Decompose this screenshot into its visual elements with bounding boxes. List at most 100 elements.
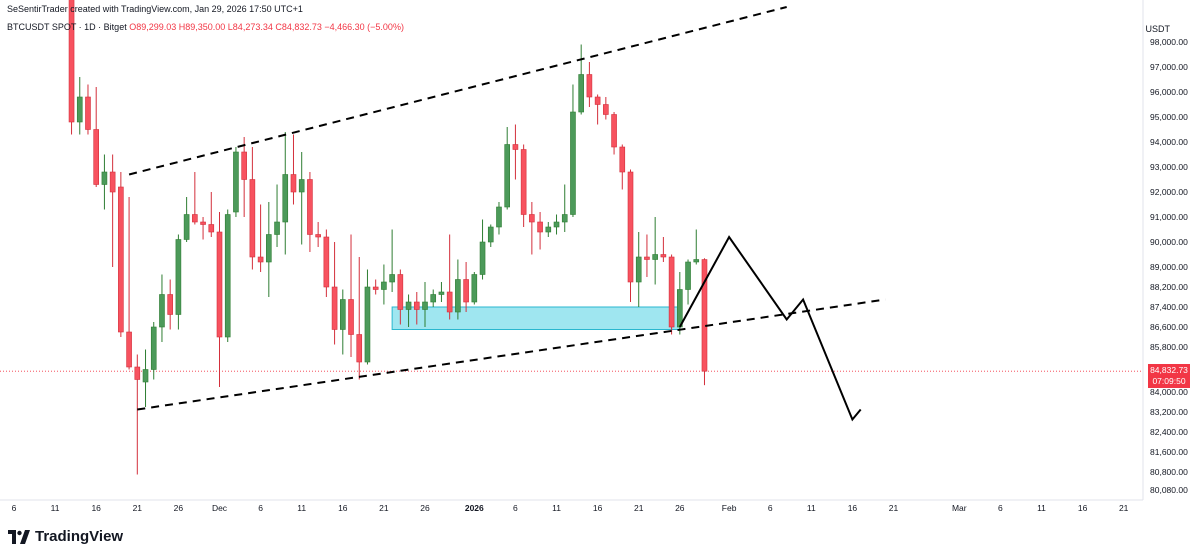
candle-body [635, 256, 642, 283]
candle-body [496, 206, 502, 228]
time-tick-label: Mar [952, 503, 967, 513]
tradingview-brand: TradingView [35, 528, 124, 545]
candle-body [331, 286, 338, 330]
candle-body [545, 226, 552, 233]
candle-body [200, 221, 206, 225]
price-axis[interactable]: 98,000.00 97,000.00 96,000.00 95,000.00 94,0… [1150, 37, 1188, 495]
candle-body [487, 226, 494, 243]
tradingview-logo-icon [8, 529, 30, 544]
price-tick-label: 84,000.00 [1150, 387, 1188, 397]
candle-body [430, 294, 437, 303]
currency-label[interactable]: USDT [1145, 24, 1171, 34]
candle-body [594, 96, 601, 105]
time-tick-label: 26 [675, 503, 685, 513]
candle-body [479, 241, 486, 275]
candle-body [381, 281, 387, 290]
time-tick-label: 11 [51, 503, 60, 513]
price-tick-label: 81,600.00 [1150, 447, 1188, 457]
time-tick-label: 6 [513, 503, 518, 513]
time-tick-label: 21 [133, 503, 143, 513]
candle-body [422, 301, 428, 310]
candle-body [315, 234, 321, 238]
candle-body [224, 214, 231, 338]
time-tick-label: 26 [420, 503, 430, 513]
time-tick-label: 16 [593, 503, 603, 513]
symbol-name[interactable]: BTCUSDT SPOT · 1D · Bitget [7, 22, 127, 32]
price-tick-label: 91,000.00 [1150, 212, 1188, 222]
price-tick-label: 97,000.00 [1150, 62, 1188, 72]
candle-body [364, 286, 371, 363]
candle-body [455, 279, 461, 313]
price-tick-label: 95,000.00 [1150, 112, 1188, 122]
candle-body [192, 214, 198, 223]
candle-body [471, 274, 478, 303]
candle-body [504, 144, 511, 208]
candle-body [446, 291, 453, 313]
time-tick-label: 16 [1078, 503, 1088, 513]
candle-body [570, 111, 576, 215]
time-tick-label: 26 [174, 503, 184, 513]
candle-body [282, 174, 289, 223]
candle-body [249, 179, 256, 258]
candle-body [578, 74, 584, 113]
symbol-legend[interactable]: BTCUSDT SPOT · 1D · Bitget O89,299.03 H8… [7, 22, 404, 32]
candles [68, 0, 708, 475]
time-tick-label: 16 [848, 503, 858, 513]
candle-body [339, 299, 346, 330]
price-tick-label: 89,000.00 [1150, 262, 1188, 272]
price-tick-label: 82,400.00 [1150, 427, 1188, 437]
candle-body [274, 221, 280, 235]
candle-body [290, 174, 297, 193]
time-tick-label: 21 [379, 503, 389, 513]
time-tick-label: 11 [807, 503, 816, 513]
candle-body [553, 221, 560, 228]
ohlc-values: O89,299.03 H89,350.00 L84,273.34 C84,832… [129, 22, 404, 32]
candle-body [233, 151, 239, 213]
candle-body [266, 234, 272, 263]
chart-credit: SeSentirTrader created with TradingView.… [7, 4, 303, 14]
candle-body [134, 366, 141, 380]
price-tick-label: 86,600.00 [1150, 322, 1188, 332]
candle-body [142, 369, 149, 383]
candle-body [627, 171, 634, 283]
candle-body [520, 149, 527, 215]
candle-body [372, 286, 379, 290]
candle-body [323, 236, 330, 288]
time-tick-label: 6 [998, 503, 1003, 513]
price-tick-label: 90,000.00 [1150, 237, 1188, 247]
last-price-value: 84,832.73 [1150, 365, 1188, 376]
candle-body [668, 256, 675, 328]
time-tick-label: 2026 [465, 503, 484, 513]
tradingview-logo[interactable]: TradingView [8, 528, 123, 545]
candle-body [389, 274, 395, 283]
candle-body [101, 171, 108, 185]
candle-body [159, 294, 165, 328]
candle-body [652, 254, 658, 260]
candle-body [397, 274, 404, 310]
time-tick-label: Dec [212, 503, 228, 513]
candle-body [619, 146, 626, 173]
projected-path [678, 235, 862, 422]
price-tick-label: 80,080.00 [1150, 485, 1188, 495]
candle-body [693, 259, 700, 263]
candle-body [109, 171, 116, 193]
channel-upper-line [128, 6, 787, 176]
time-tick-label: 21 [634, 503, 644, 513]
candle-body [167, 294, 173, 315]
time-tick-label: 6 [768, 503, 773, 513]
price-tick-label: 88,200.00 [1150, 282, 1188, 292]
candle-body [644, 256, 650, 260]
price-tick-label: 94,000.00 [1150, 137, 1188, 147]
time-axis[interactable]: 6 11 16 21 26 Dec 6 11 16 21 26 2026 6 11 16 21 26 Feb 6 11… [12, 503, 1129, 513]
candle-body [348, 299, 354, 335]
time-tick-label: 16 [338, 503, 348, 513]
candle-body [126, 331, 132, 368]
candle-body [660, 254, 667, 258]
drawings [128, 6, 886, 422]
time-tick-label: Feb [722, 503, 737, 513]
candle-body [216, 231, 223, 338]
candle-body [307, 179, 313, 235]
candle-body [529, 214, 535, 223]
candle-body [537, 221, 543, 233]
